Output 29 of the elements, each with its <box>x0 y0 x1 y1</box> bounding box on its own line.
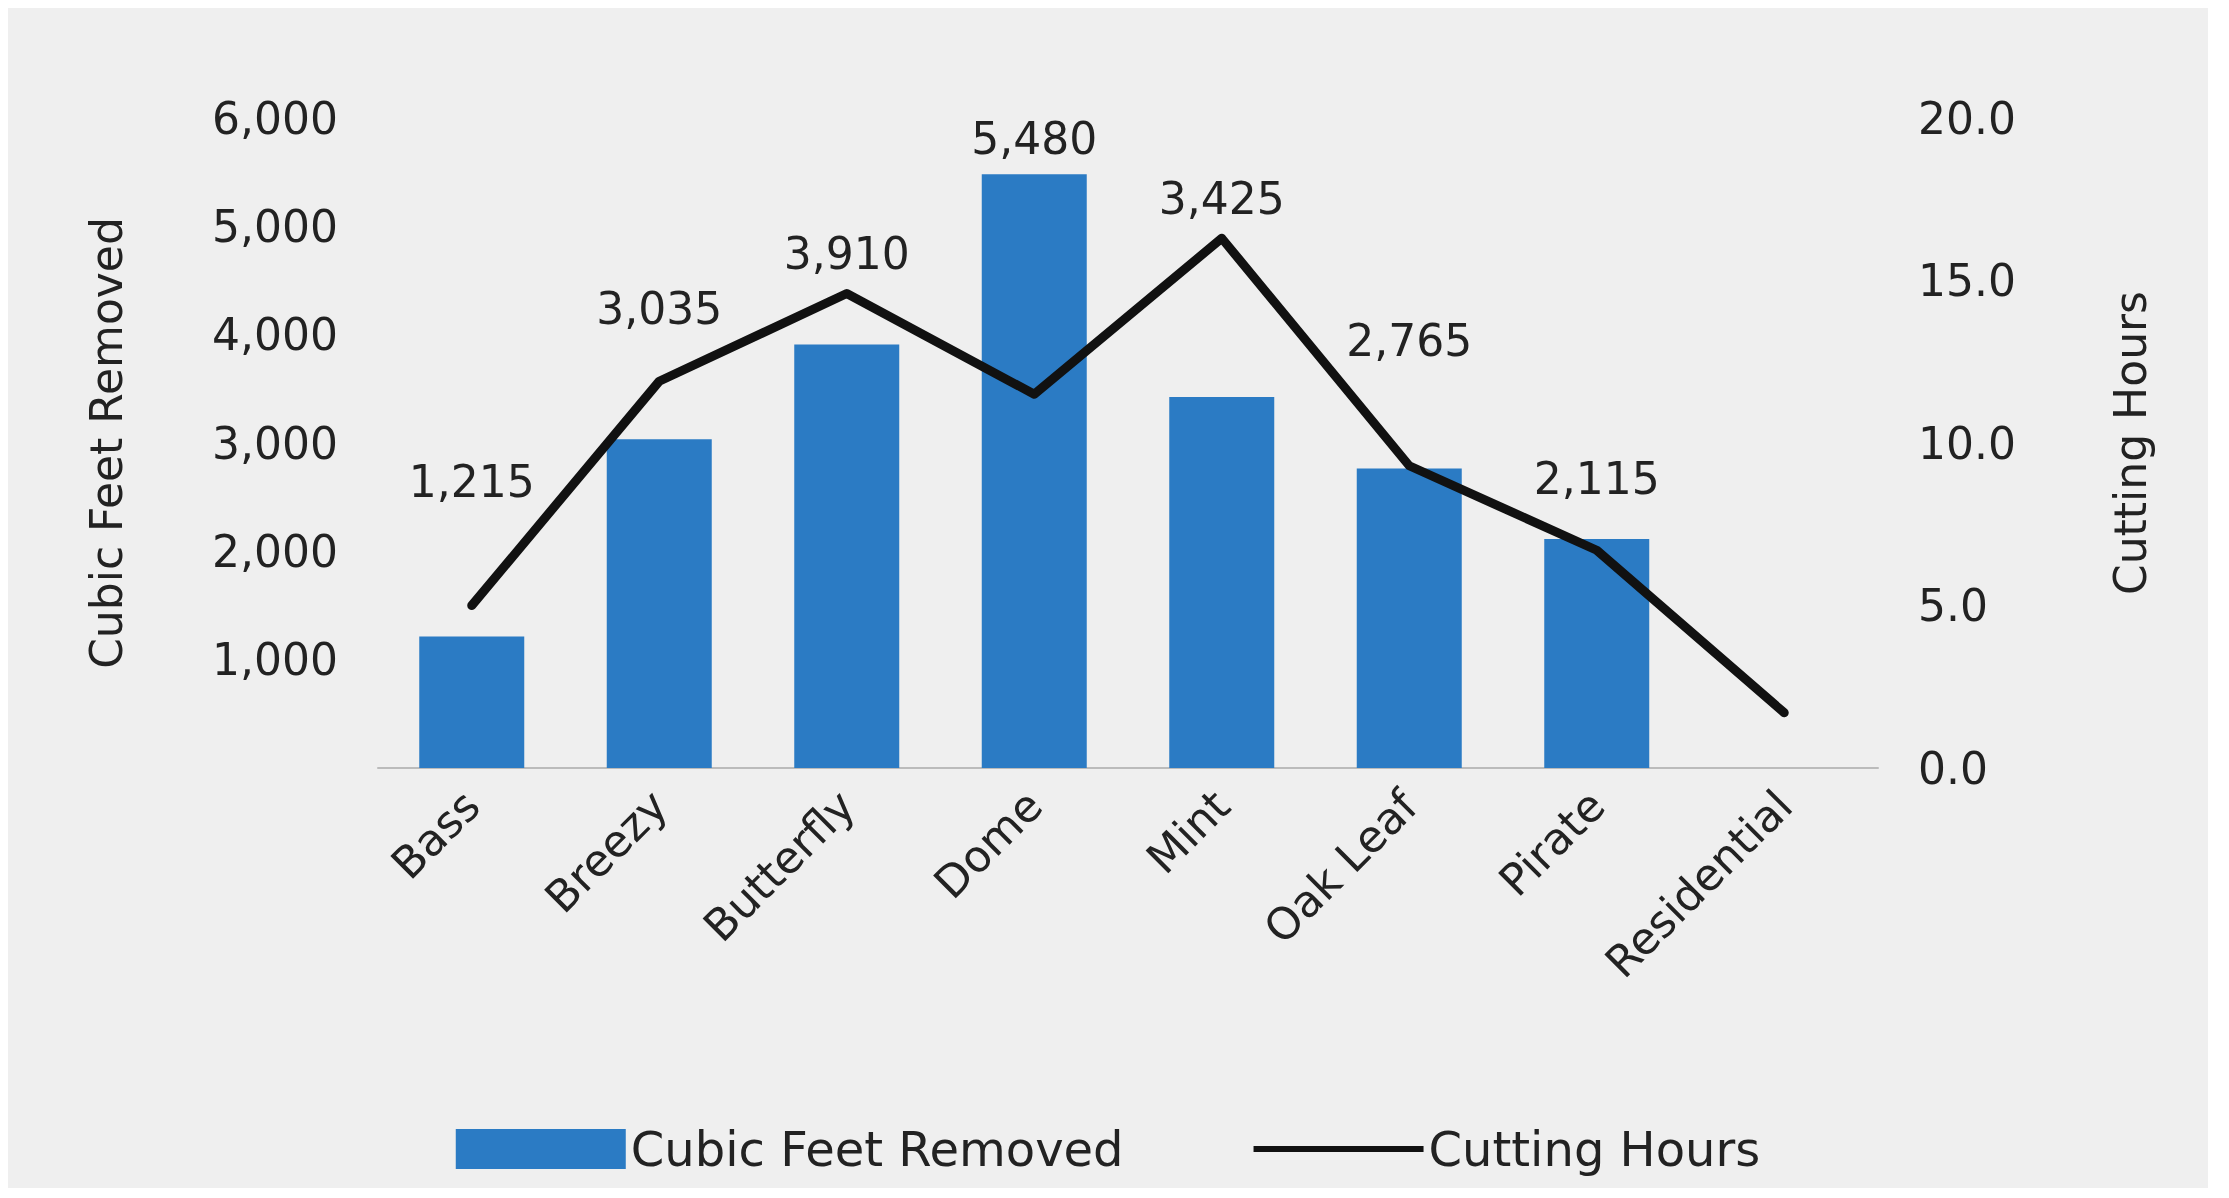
text: 3,425 <box>1158 172 1285 224</box>
y-tick-label: 5,000 <box>212 200 338 252</box>
y2-tick-label: 20.0 <box>1918 92 2016 144</box>
text: 2,115 <box>1533 453 1660 505</box>
text: 3,035 <box>596 282 723 334</box>
y2-tick-label: 5.0 <box>1918 580 1988 631</box>
text: 3,910 <box>783 228 910 279</box>
y2-tick-label: 15.0 <box>1918 255 2016 306</box>
bar <box>606 439 712 768</box>
legend-label: Cutting Hours <box>1428 1121 1761 1177</box>
bar <box>419 636 525 768</box>
bar <box>794 344 900 768</box>
y-tick-label: 2,000 <box>212 525 338 577</box>
y-tick-label: 6,000 <box>212 92 338 144</box>
y2-axis-title: Cutting Hours <box>2104 290 2156 596</box>
text: 1,215 <box>408 456 535 508</box>
bar <box>981 174 1087 768</box>
y-tick-label: 3,000 <box>212 417 338 469</box>
y-tick-label: 4,000 <box>212 309 338 361</box>
bar <box>1356 468 1462 768</box>
legend-label: Cubic Feet Removed <box>630 1121 1124 1177</box>
text: 5,480 <box>971 112 1098 164</box>
text: 2,765 <box>1346 315 1473 367</box>
y-axis-title: Cubic Feet Removed <box>80 217 132 669</box>
y2-tick-label: 0.0 <box>1918 742 1988 794</box>
bar <box>1169 396 1275 768</box>
y-tick-label: 1,000 <box>212 634 338 686</box>
y2-tick-label: 10.0 <box>1918 417 2016 469</box>
bar <box>1544 538 1650 768</box>
